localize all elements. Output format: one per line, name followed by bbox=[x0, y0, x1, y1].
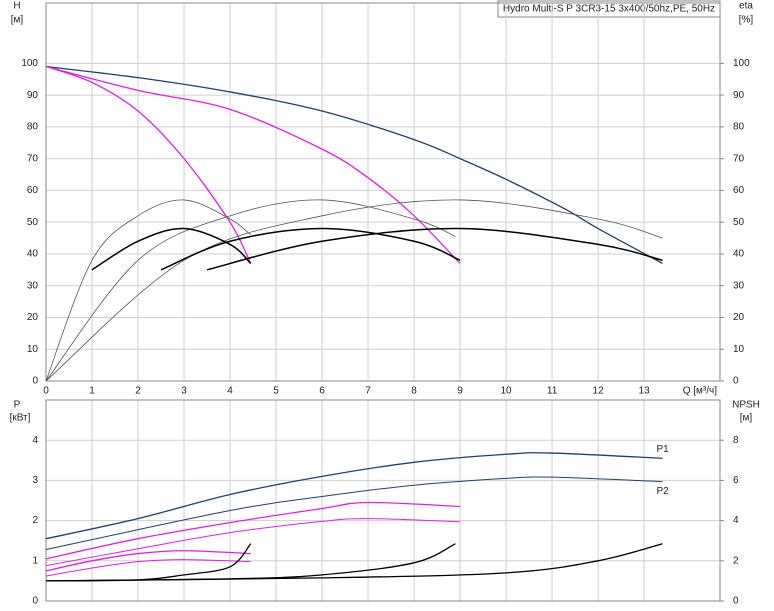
plot-frame bbox=[45, 2, 721, 382]
y2-tick-label: 90 bbox=[733, 90, 745, 101]
y-tick-label: 50 bbox=[27, 217, 39, 228]
y2-tick-label: 20 bbox=[733, 312, 745, 323]
x-tick-label: 8 bbox=[411, 386, 417, 397]
y2-tick-label: 30 bbox=[733, 280, 745, 291]
series-line bbox=[45, 501, 461, 560]
x-tick-label: 2 bbox=[135, 386, 141, 397]
y-tick-label: 2 bbox=[32, 515, 38, 526]
x-tick-label: 7 bbox=[365, 386, 371, 397]
series-line bbox=[45, 199, 663, 382]
y-tick-label: 60 bbox=[27, 185, 39, 196]
y2-tick-label: 50 bbox=[733, 217, 745, 228]
y2-tick-label: 0 bbox=[733, 376, 739, 387]
y-tick-label: 1 bbox=[32, 555, 38, 566]
series-line bbox=[91, 227, 252, 271]
series-line bbox=[45, 550, 251, 572]
x-tick-label: 3 bbox=[181, 386, 187, 397]
series-line bbox=[45, 452, 663, 540]
series-line bbox=[45, 65, 663, 265]
series-line bbox=[45, 476, 663, 551]
series-line bbox=[45, 559, 251, 577]
x-tick-label: 12 bbox=[593, 386, 605, 397]
series-line bbox=[45, 543, 252, 582]
y2-tick-label: 10 bbox=[733, 344, 745, 355]
y-tick-label: 30 bbox=[27, 280, 39, 291]
series-label: P1 bbox=[656, 444, 669, 455]
x-tick-label: 5 bbox=[273, 386, 279, 397]
y2-label: eta bbox=[739, 1, 753, 12]
y-tick-label: 0 bbox=[32, 596, 38, 607]
y-label: H bbox=[13, 1, 20, 12]
y2-tick-label: 60 bbox=[733, 185, 745, 196]
y-tick-label: 100 bbox=[21, 58, 38, 69]
y-tick-label: 80 bbox=[27, 122, 39, 133]
y2-tick-label: 100 bbox=[733, 58, 750, 69]
x-tick-label: 13 bbox=[639, 386, 651, 397]
y2-tick-label: 4 bbox=[733, 515, 739, 526]
x-tick-label: 6 bbox=[319, 386, 325, 397]
series-line bbox=[45, 65, 461, 264]
y2-label: NPSH bbox=[732, 400, 760, 411]
series-line bbox=[45, 199, 251, 382]
plot-frame bbox=[45, 399, 721, 602]
y-unit: [м] bbox=[11, 15, 24, 26]
y-unit: [кВт] bbox=[10, 413, 31, 424]
y2-tick-label: 8 bbox=[733, 435, 739, 446]
y2-tick-label: 6 bbox=[733, 475, 739, 486]
y-tick-label: 4 bbox=[32, 435, 38, 446]
y-tick-label: 40 bbox=[27, 249, 39, 260]
series-line bbox=[45, 543, 456, 582]
x-tick-label: 11 bbox=[547, 386, 558, 397]
y2-unit: [%] bbox=[739, 15, 754, 26]
y-tick-label: 10 bbox=[27, 344, 39, 355]
y-tick-label: 20 bbox=[27, 312, 39, 323]
series-line bbox=[45, 65, 252, 264]
series-line bbox=[45, 518, 461, 567]
y-tick-label: 70 bbox=[27, 153, 39, 164]
y2-unit: [м] bbox=[740, 413, 753, 424]
chart-title: Hydro Multi-S P 3CR3-15 3x400/50hz,PE, 5… bbox=[503, 4, 715, 15]
x-label: Q [м³/ч] bbox=[683, 386, 718, 397]
series-label: P2 bbox=[656, 486, 669, 497]
x-tick-label: 9 bbox=[457, 386, 463, 397]
y2-tick-label: 2 bbox=[733, 555, 739, 566]
series-line bbox=[45, 199, 456, 382]
y-label: P bbox=[14, 400, 21, 411]
series-line bbox=[45, 543, 663, 582]
x-tick-label: 4 bbox=[227, 386, 233, 397]
series-line bbox=[206, 227, 663, 271]
x-tick-label: 0 bbox=[43, 386, 49, 397]
y2-tick-label: 0 bbox=[733, 596, 739, 607]
y2-tick-label: 70 bbox=[733, 153, 745, 164]
x-tick-label: 10 bbox=[501, 386, 513, 397]
y-tick-label: 3 bbox=[32, 475, 38, 486]
x-tick-label: 1 bbox=[89, 386, 95, 397]
y-tick-label: 90 bbox=[27, 90, 39, 101]
series-line bbox=[160, 227, 461, 271]
y2-tick-label: 80 bbox=[733, 122, 745, 133]
y2-tick-label: 40 bbox=[733, 249, 745, 260]
y-tick-label: 0 bbox=[32, 376, 38, 387]
